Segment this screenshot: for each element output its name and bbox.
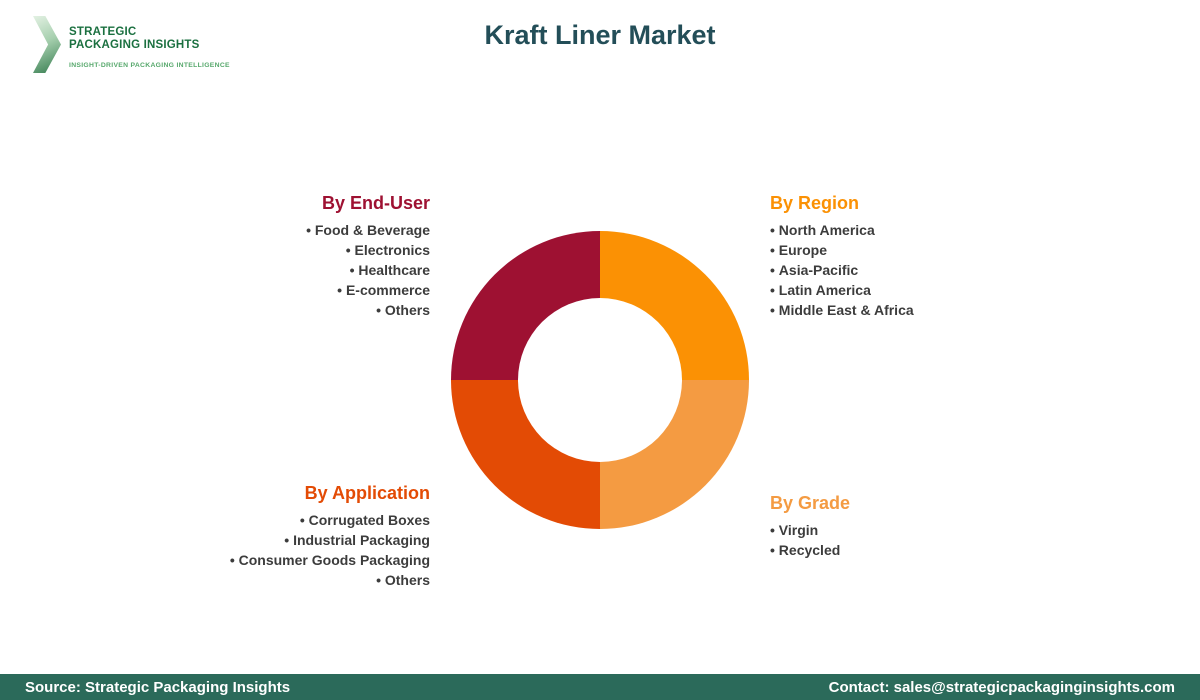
list-item: Consumer Goods Packaging — [230, 550, 430, 570]
list-item: Virgin — [770, 520, 850, 540]
section-by-region: By Region North America Europe Asia-Paci… — [770, 192, 914, 320]
list-item: Others — [306, 300, 430, 320]
donut-chart-hole — [518, 298, 682, 462]
logo-line-2: PACKAGING INSIGHTS — [69, 38, 200, 51]
list-item: North America — [770, 220, 914, 240]
list-item: Industrial Packaging — [230, 530, 430, 550]
section-heading-region: By Region — [770, 193, 860, 213]
list-item: Europe — [770, 240, 914, 260]
section-by-application: By Application Corrugated Boxes Industri… — [230, 482, 430, 590]
section-heading-end-user: By End-User — [321, 193, 430, 213]
list-item: Healthcare — [306, 260, 430, 280]
list-item: Corrugated Boxes — [230, 510, 430, 530]
list-item: Middle East & Africa — [770, 300, 914, 320]
list-item: Recycled — [770, 540, 850, 560]
logo-text: STRATEGIC PACKAGING INSIGHTS INSIGHT-DRI… — [69, 16, 230, 69]
section-heading-application: By Application — [304, 483, 430, 503]
company-logo: STRATEGIC PACKAGING INSIGHTS INSIGHT-DRI… — [33, 16, 230, 73]
list-item: Asia-Pacific — [770, 260, 914, 280]
donut-chart — [451, 231, 749, 529]
logo-tagline: INSIGHT-DRIVEN PACKAGING INTELLIGENCE — [69, 62, 230, 70]
section-by-end-user: By End-User Food & Beverage Electronics … — [306, 192, 430, 320]
list-item: Electronics — [306, 240, 430, 260]
list-item: Food & Beverage — [306, 220, 430, 240]
section-list-region: North America Europe Asia-Pacific Latin … — [770, 220, 914, 320]
section-list-grade: Virgin Recycled — [770, 520, 850, 560]
section-by-grade: By Grade Virgin Recycled — [770, 492, 850, 560]
list-item: Latin America — [770, 280, 914, 300]
section-list-end-user: Food & Beverage Electronics Healthcare E… — [306, 220, 430, 320]
section-heading-grade: By Grade — [770, 493, 851, 513]
page-title: Kraft Liner Market — [484, 20, 716, 50]
logo-line-1: STRATEGIC — [69, 26, 137, 38]
list-item: E-commerce — [306, 280, 430, 300]
list-item: Others — [230, 570, 430, 590]
footer-source: Source: Strategic Packaging Insights — [25, 678, 291, 696]
section-list-application: Corrugated Boxes Industrial Packaging Co… — [230, 510, 430, 590]
footer-contact: Contact: sales@strategicpackaginginsight… — [828, 678, 1175, 696]
footer-bar: Source: Strategic Packaging Insights Con… — [0, 674, 1200, 700]
